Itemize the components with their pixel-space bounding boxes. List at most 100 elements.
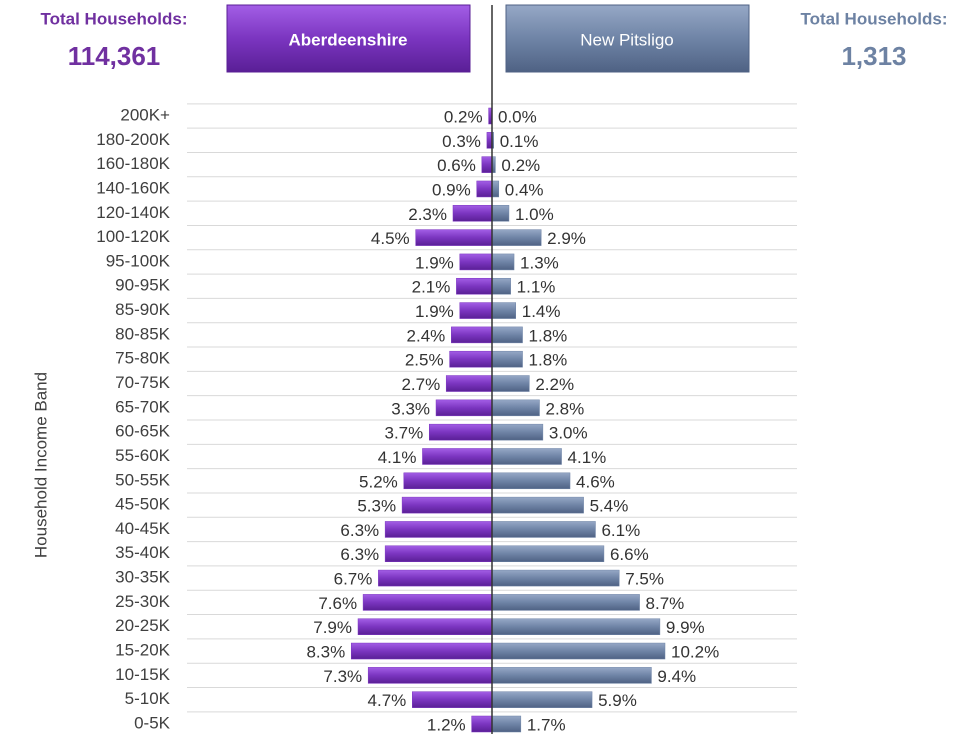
category-label: 80-85K [115,324,170,343]
category-label: 40-45K [115,519,170,538]
bar [350,642,493,660]
data-label: 0.2% [501,156,540,175]
data-label: 5.2% [359,472,398,491]
category-label: 160-180K [96,154,170,173]
data-label: 6.1% [601,521,640,540]
data-label: 2.9% [547,229,586,248]
data-label: 1.2% [427,715,466,734]
data-label: 7.3% [323,667,362,686]
button-bg[interactable] [226,4,471,73]
bar [491,691,593,708]
category-label: 85-90K [115,300,170,319]
data-label: 1.4% [522,302,561,321]
data-label: 4.5% [371,229,410,248]
bar [415,229,493,246]
bar [384,545,493,563]
data-label: 10.2% [671,643,719,662]
total-label: Total Households: [40,9,187,28]
category-label: 25-30K [115,592,170,611]
bar [378,569,493,587]
bar [459,302,493,319]
bar [445,375,493,392]
data-label: 9.9% [666,618,705,637]
bar [449,350,493,368]
bar [491,472,571,490]
data-label: 2.2% [535,375,574,394]
bar [491,350,523,368]
bar [422,448,493,465]
bar [435,399,493,417]
bar [491,423,544,441]
data-label: 1.1% [517,278,556,297]
bar [491,521,596,538]
bar [491,229,542,246]
bar [486,132,493,149]
category-label: 120-140K [96,203,170,222]
bar [491,618,661,635]
category-label: 30-35K [115,568,170,587]
data-label: 6.7% [334,570,373,589]
bar [456,277,493,295]
data-label: 1.7% [527,715,566,734]
bar [481,156,493,173]
data-label: 1.9% [415,302,454,321]
data-label: 2.1% [412,278,451,297]
bar [452,205,493,222]
total-value: 114,361 [68,41,161,71]
data-label: 4.7% [368,691,407,710]
category-label: 95-100K [106,251,171,270]
bar [384,521,493,538]
bar [412,691,493,708]
category-label: 20-25K [115,616,170,635]
total-label: Total Households: [800,9,947,28]
data-label: 9.4% [657,667,696,686]
button-label[interactable]: Aberdeenshire [288,30,407,49]
button-bg[interactable] [505,4,750,73]
category-label: 60-65K [115,422,170,441]
bar [491,205,510,222]
data-label: 0.2% [444,107,483,126]
category-label: 65-70K [115,397,170,416]
data-label: 4.1% [378,448,417,467]
data-label: 4.6% [576,472,615,491]
bar [459,253,493,271]
category-label: 45-50K [115,495,170,514]
bar [357,618,493,635]
data-label: 3.7% [384,424,423,443]
bar [491,715,522,733]
data-label: 0.4% [505,180,544,199]
data-label: 8.7% [646,594,685,613]
bar [491,302,516,319]
category-label: 50-55K [115,470,170,489]
bar [401,496,493,514]
data-label: 5.9% [598,691,637,710]
data-label: 0.6% [437,156,476,175]
category-label: 90-95K [115,276,170,295]
bar [428,423,493,441]
bar [491,667,652,684]
data-label: 6.6% [610,545,649,564]
category-label: 100-120K [96,227,170,246]
button-label[interactable]: New Pitsligo [580,30,674,49]
data-label: 6.3% [340,521,379,540]
bar [491,594,640,611]
data-label: 7.5% [625,570,664,589]
series-button[interactable]: Aberdeenshire [226,4,471,73]
bar [491,253,515,271]
total-value: 1,313 [841,41,906,71]
series-button[interactable]: New Pitsligo [505,4,750,73]
bar [491,326,523,344]
data-label: 7.9% [313,618,352,637]
category-label: 140-160K [96,178,170,197]
data-label: 8.3% [306,643,345,662]
bar [491,642,666,660]
category-label: 180-200K [96,130,170,149]
bar [491,448,562,465]
category-label: 75-80K [115,349,170,368]
bar [491,496,584,514]
data-label: 3.3% [391,399,430,418]
category-label: 55-60K [115,446,170,465]
bar [491,569,620,587]
bar [491,180,500,198]
category-label: 70-75K [115,373,170,392]
